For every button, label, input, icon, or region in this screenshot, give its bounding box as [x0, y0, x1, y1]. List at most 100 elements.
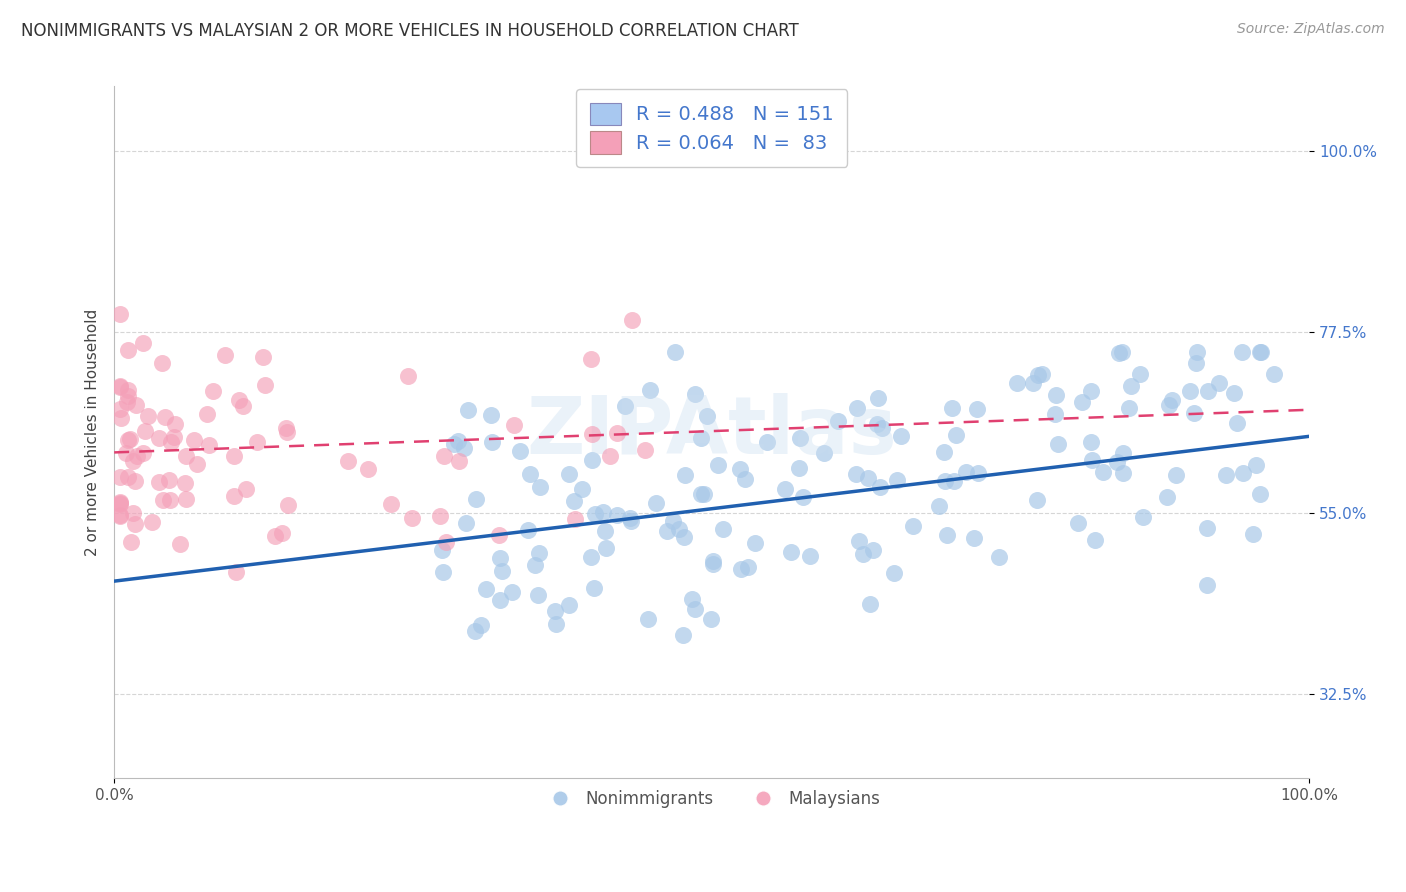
Point	[254, 377, 277, 392]
Point	[1083, 533, 1105, 547]
Point	[197, 438, 219, 452]
Point	[108, 494, 131, 508]
Point	[447, 453, 470, 467]
Point	[1215, 467, 1237, 482]
Y-axis label: 2 or more Vehicles in Household: 2 or more Vehicles in Household	[86, 309, 100, 556]
Point	[169, 537, 191, 551]
Point	[277, 498, 299, 512]
Point	[780, 545, 803, 559]
Point	[357, 461, 380, 475]
Point	[755, 435, 778, 450]
Point	[489, 593, 512, 607]
Point	[702, 554, 724, 568]
Point	[125, 399, 148, 413]
Point	[195, 407, 218, 421]
Point	[579, 550, 602, 565]
Point	[1230, 344, 1253, 359]
Point	[621, 313, 644, 327]
Point	[619, 510, 641, 524]
Point	[928, 499, 950, 513]
Point	[1067, 516, 1090, 530]
Point	[558, 467, 581, 481]
Point	[398, 369, 420, 384]
Point	[519, 467, 541, 481]
Point	[117, 389, 139, 403]
Point	[1045, 407, 1067, 421]
Point	[645, 496, 668, 510]
Point	[509, 443, 531, 458]
Point	[672, 627, 695, 641]
Point	[934, 474, 956, 488]
Point	[1232, 466, 1254, 480]
Point	[571, 482, 593, 496]
Point	[1025, 493, 1047, 508]
Point	[730, 561, 752, 575]
Point	[1208, 376, 1230, 390]
Point	[380, 497, 402, 511]
Point	[148, 431, 170, 445]
Point	[672, 530, 695, 544]
Point	[702, 557, 724, 571]
Point	[337, 454, 360, 468]
Point	[117, 433, 139, 447]
Point	[163, 430, 186, 444]
Point	[1080, 384, 1102, 399]
Point	[640, 383, 662, 397]
Point	[546, 616, 568, 631]
Point	[1197, 578, 1219, 592]
Point	[966, 466, 988, 480]
Point	[690, 431, 713, 445]
Point	[228, 392, 250, 407]
Point	[470, 618, 492, 632]
Point	[592, 505, 614, 519]
Point	[276, 425, 298, 439]
Point	[1178, 384, 1201, 399]
Point	[1156, 490, 1178, 504]
Point	[401, 511, 423, 525]
Point	[955, 465, 977, 479]
Point	[1249, 344, 1271, 359]
Point	[174, 475, 197, 490]
Point	[264, 528, 287, 542]
Point	[454, 516, 477, 530]
Point	[108, 380, 131, 394]
Text: NONIMMIGRANTS VS MALAYSIAN 2 OR MORE VEHICLES IN HOUSEHOLD CORRELATION CHART: NONIMMIGRANTS VS MALAYSIAN 2 OR MORE VEH…	[21, 22, 799, 40]
Point	[1160, 393, 1182, 408]
Point	[1111, 446, 1133, 460]
Point	[620, 514, 643, 528]
Point	[692, 487, 714, 501]
Point	[117, 343, 139, 357]
Point	[108, 307, 131, 321]
Point	[183, 433, 205, 447]
Point	[901, 518, 924, 533]
Point	[125, 449, 148, 463]
Point	[683, 387, 706, 401]
Point	[464, 624, 486, 638]
Point	[890, 428, 912, 442]
Point	[432, 450, 454, 464]
Point	[700, 612, 723, 626]
Point	[582, 582, 605, 596]
Point	[214, 348, 236, 362]
Point	[159, 492, 181, 507]
Point	[174, 492, 197, 507]
Point	[564, 512, 586, 526]
Point	[868, 391, 890, 405]
Point	[148, 475, 170, 490]
Point	[1022, 376, 1045, 391]
Point	[934, 444, 956, 458]
Point	[117, 383, 139, 397]
Point	[529, 480, 551, 494]
Point	[1119, 379, 1142, 393]
Point	[447, 434, 470, 449]
Point	[488, 550, 510, 565]
Point	[120, 534, 142, 549]
Point	[1080, 434, 1102, 449]
Point	[222, 449, 245, 463]
Point	[524, 558, 547, 573]
Point	[773, 482, 796, 496]
Point	[108, 401, 131, 416]
Point	[792, 490, 814, 504]
Point	[121, 453, 143, 467]
Point	[637, 612, 659, 626]
